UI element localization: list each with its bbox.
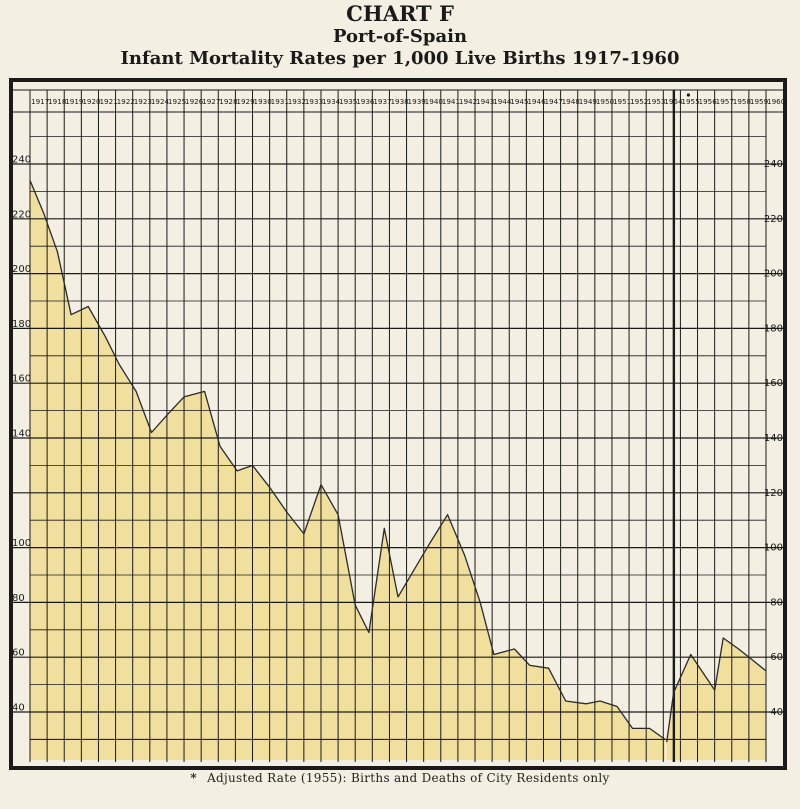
- y-tick-label-left-60: 60: [12, 648, 25, 659]
- y-tick-label-right-60: 60: [770, 652, 783, 663]
- x-tick-label-1930: 1930: [254, 97, 273, 106]
- y-tick-label-left-200: 200: [12, 264, 31, 275]
- x-tick-label-1952: 1952: [630, 97, 648, 106]
- y-tick-label-left-40: 40: [12, 703, 25, 714]
- x-tick-label-1957: 1957: [716, 97, 734, 106]
- y-tick-label-left-160: 160: [12, 374, 31, 385]
- x-tick-label-1917: 1917: [31, 97, 49, 106]
- series-line-1: [29, 180, 666, 740]
- footnote: * Adjusted Rate (1955): Births and Death…: [0, 771, 800, 785]
- y-tick-label-left-100: 100: [12, 538, 31, 549]
- x-tick-label-1923: 1923: [134, 97, 152, 106]
- y-tick-label-right-100: 100: [764, 543, 783, 554]
- x-tick-label-1938: 1938: [390, 97, 409, 106]
- x-tick-label-1926: 1926: [185, 97, 204, 106]
- x-tick-label-1949: 1949: [579, 97, 598, 106]
- x-tick-label-1944: 1944: [493, 97, 512, 106]
- y-tick-label-right-80: 80: [770, 597, 783, 608]
- x-tick-label-1928: 1928: [219, 97, 238, 106]
- x-tick-label-1951: 1951: [613, 97, 631, 106]
- chart-title: CHART F: [346, 1, 454, 26]
- y-tick-label-left-220: 220: [12, 209, 31, 220]
- x-tick-label-1927: 1927: [202, 97, 220, 106]
- x-tick-label-1936: 1936: [356, 97, 375, 106]
- x-tick-label-1940: 1940: [425, 97, 444, 106]
- footnote-marker: *: [190, 771, 197, 785]
- x-tick-label-1958: 1958: [733, 97, 752, 106]
- y-tick-label-right-40: 40: [770, 707, 783, 718]
- x-tick-label-1922: 1922: [117, 97, 135, 106]
- x-tick-label-1934: 1934: [322, 97, 341, 106]
- y-tick-label-right-160: 160: [764, 378, 783, 389]
- title-block: CHART F Port-of-Spain Infant Mortality R…: [0, 2, 800, 70]
- x-tick-label-1947: 1947: [544, 97, 562, 106]
- y-tick-label-right-140: 140: [764, 433, 783, 444]
- y-tick-label-left-180: 180: [12, 319, 31, 330]
- x-tick-label-1943: 1943: [476, 97, 494, 106]
- x-tick-label-1942: 1942: [459, 97, 477, 106]
- x-tick-label-1948: 1948: [562, 97, 581, 106]
- x-tick-label-1946: 1946: [527, 97, 546, 106]
- x-tick-label-1918: 1918: [48, 97, 67, 106]
- x-tick-label-1945: 1945: [510, 97, 528, 106]
- x-tick-label-1955: 1955: [681, 97, 699, 106]
- x-tick-label-1920: 1920: [82, 97, 101, 106]
- x-tick-label-1919: 1919: [65, 97, 84, 106]
- y-tick-label-right-200: 200: [764, 269, 783, 280]
- x-tick-label-1933: 1933: [305, 97, 323, 106]
- y-tick-label-right-120: 120: [764, 488, 783, 499]
- x-tick-label-1954: 1954: [664, 97, 683, 106]
- y-tick-label-right-240: 240: [764, 159, 783, 170]
- x-tick-label-1925: 1925: [168, 97, 186, 106]
- adjusted-rate-marker: [686, 93, 691, 97]
- x-tick-label-1950: 1950: [596, 97, 615, 106]
- x-tick-label-1932: 1932: [288, 97, 306, 106]
- x-tick-label-1924: 1924: [151, 97, 170, 106]
- y-tick-label-left-240: 240: [12, 155, 31, 166]
- area-fill-2: [666, 638, 766, 760]
- x-tick-label-1941: 1941: [442, 97, 460, 106]
- series-line-2: [666, 637, 767, 743]
- y-tick-label-right-220: 220: [764, 214, 783, 225]
- x-tick-label-1959: 1959: [750, 97, 769, 106]
- y-tick-label-left-80: 80: [12, 593, 25, 604]
- x-tick-label-1939: 1939: [408, 97, 427, 106]
- chart-subtitle-place: Port-of-Spain: [332, 26, 468, 47]
- y-tick-label-right-180: 180: [764, 323, 783, 334]
- x-tick-label-1921: 1921: [99, 97, 117, 106]
- x-tick-label-1937: 1937: [373, 97, 391, 106]
- y-tick-label-left-140: 140: [12, 429, 31, 440]
- x-tick-label-1953: 1953: [647, 97, 665, 106]
- x-tick-label-1931: 1931: [271, 97, 289, 106]
- x-tick-label-1960: 1960: [767, 97, 786, 106]
- x-tick-label-1929: 1929: [236, 97, 255, 106]
- area-fill-1: [30, 180, 665, 760]
- x-tick-label-1935: 1935: [339, 97, 357, 106]
- footnote-text: Adjusted Rate (1955): Births and Deaths …: [207, 771, 610, 785]
- x-tick-label-1956: 1956: [699, 97, 718, 106]
- chart-subtitle-rates: Infant Mortality Rates per 1,000 Live Bi…: [120, 48, 680, 69]
